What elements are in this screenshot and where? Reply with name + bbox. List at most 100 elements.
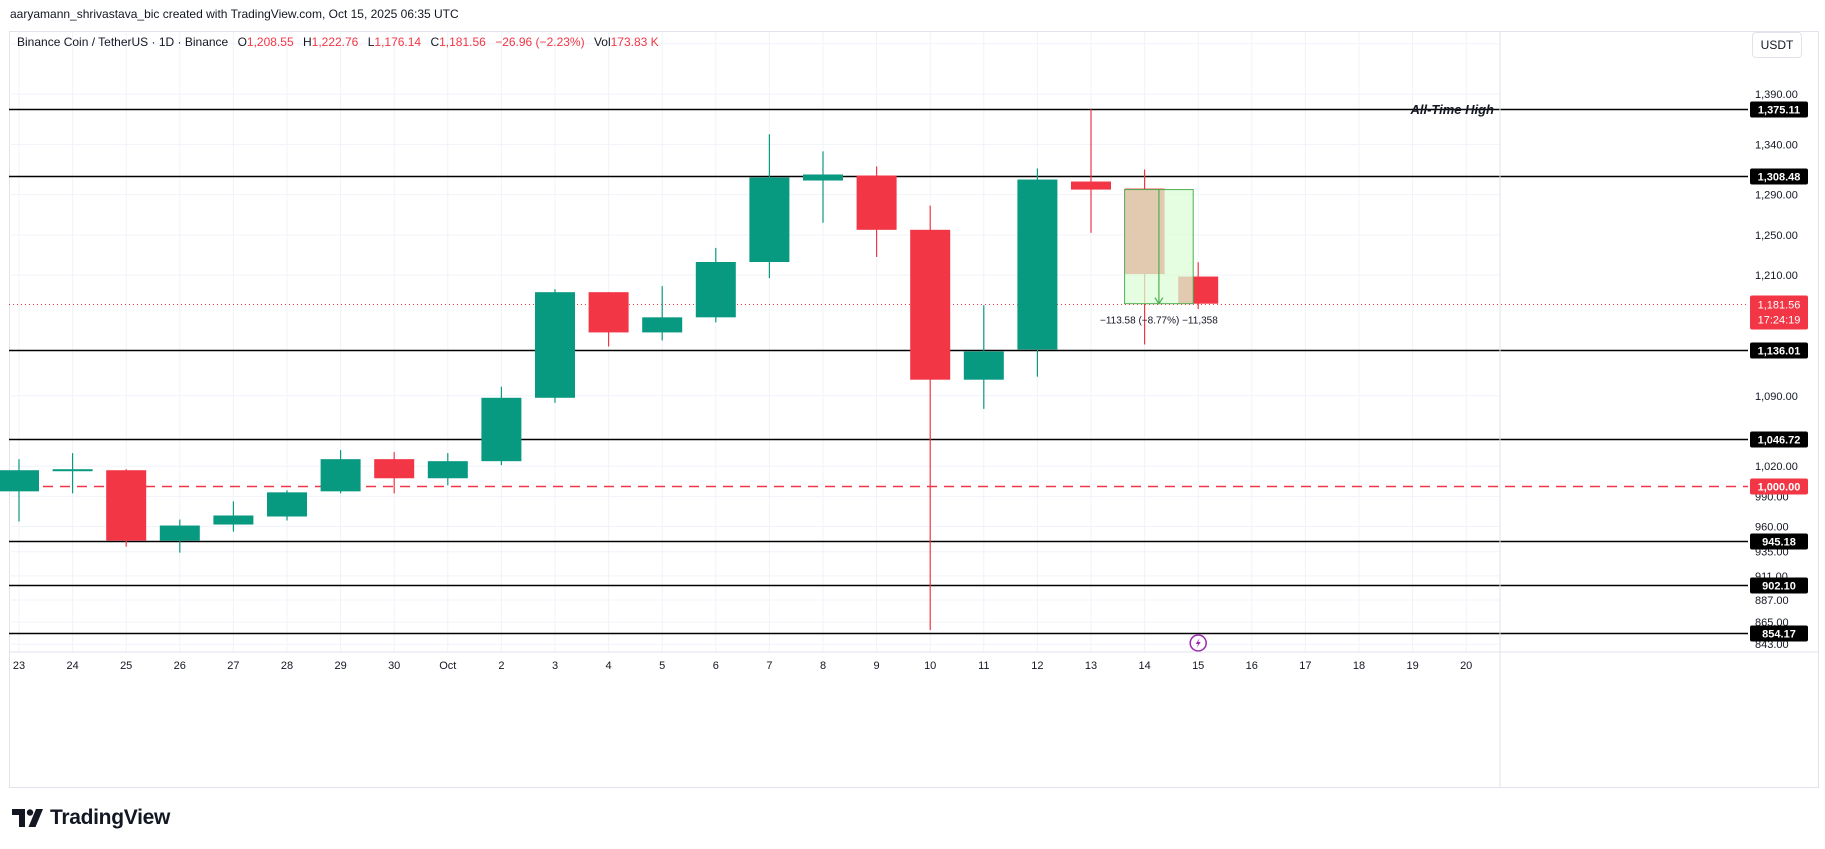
y-tick-label: 1,090.00 <box>1755 391 1798 403</box>
x-tick-label: 25 <box>120 660 132 672</box>
level-price-label: 1,308.48 <box>1758 172 1801 184</box>
candle-body <box>535 292 575 398</box>
candlestick-chart[interactable]: All-Time High−113.58 (−8.77%) −11,358 23… <box>0 0 1825 800</box>
x-tick-label: 20 <box>1460 660 1472 672</box>
level-price-label: 1,000.00 <box>1758 482 1801 494</box>
level-price-label-bg <box>1750 431 1808 448</box>
x-tick-label: 14 <box>1138 660 1150 672</box>
candle-body <box>159 525 200 541</box>
x-tick-label: 8 <box>820 660 826 672</box>
candle-body <box>588 292 629 333</box>
tradingview-logo-icon <box>12 809 43 827</box>
x-tick-label: 17 <box>1299 660 1311 672</box>
volume-label: Vol <box>593 35 611 49</box>
annotations: All-Time High −113.58 (−8.77%) −11,358 <box>1100 102 1494 652</box>
level-price-label: 902.10 <box>1762 581 1796 593</box>
x-tick-label: 18 <box>1353 660 1365 672</box>
current-price-label: 1,181.56 <box>1758 300 1801 312</box>
level-price-label-bg <box>1750 168 1808 185</box>
candle-body <box>481 397 522 462</box>
open-value: 1,208.55 <box>246 35 294 49</box>
x-tick-label: 2 <box>498 660 504 672</box>
close-label: C <box>430 35 440 49</box>
x-tick-label: 27 <box>227 660 239 672</box>
low-value: 1,176.14 <box>374 35 422 49</box>
candle-body <box>963 351 1004 380</box>
candle-body <box>52 469 93 472</box>
y-tick-label: 887.00 <box>1755 595 1789 607</box>
axes: 23 24 25 26 27 28 29 30 Oct 2 3 4 5 6 7 8 9 10 11 12 13 14 15 1… <box>9 32 1819 788</box>
candle-body <box>427 461 468 479</box>
candle-body <box>856 175 897 230</box>
high-label: H <box>302 35 312 49</box>
level-price-label: 854.17 <box>1762 629 1796 641</box>
y-tick-label: 1,340.00 <box>1755 139 1798 151</box>
level-price-label-bg <box>1750 478 1808 495</box>
candle-body <box>1017 179 1058 350</box>
level-price-label-bg <box>1750 533 1808 550</box>
candle-body <box>320 459 361 492</box>
x-tick-label: 3 <box>552 660 558 672</box>
chart-frame <box>9 31 1819 788</box>
measure-label: −113.58 (−8.77%) −11,358 <box>1100 316 1218 327</box>
low-label: L <box>367 35 375 49</box>
brand-name: TradingView <box>50 806 171 829</box>
candle-body <box>0 470 39 492</box>
x-tick-label: 10 <box>924 660 936 672</box>
y-tick-label: 935.00 <box>1755 547 1789 559</box>
open-label: O <box>237 35 247 49</box>
level-price-label-bg <box>1750 625 1808 642</box>
grid-lines <box>9 32 1500 652</box>
tradingview-brand: TradingView <box>12 806 170 830</box>
x-tick-label: 23 <box>13 660 25 672</box>
level-price-label: 1,136.01 <box>1758 346 1801 358</box>
x-tick-label: 19 <box>1406 660 1418 672</box>
level-price-label-bg <box>1750 342 1808 359</box>
y-tick-label: 1,390.00 <box>1755 89 1798 101</box>
chart-credit: aaryamann_shrivastava_bic created with T… <box>10 7 459 21</box>
candle-body <box>749 177 790 263</box>
candle-body <box>910 229 951 380</box>
x-tick-label: 26 <box>174 660 186 672</box>
x-tick-label: 11 <box>978 660 989 672</box>
x-tick-label: 29 <box>334 660 346 672</box>
volume-value: 173.83 K <box>610 35 659 49</box>
x-tick-label: 4 <box>606 660 612 672</box>
x-tick-label: 13 <box>1085 660 1097 672</box>
symbol-legend: Binance Coin / TetherUS · 1D · Binance O… <box>17 35 659 49</box>
all-time-high-label: All-Time High <box>1409 102 1494 117</box>
lightning-icon <box>1195 638 1201 648</box>
measure-arrow-head-icon <box>1154 297 1164 305</box>
x-tick-label: Oct <box>439 660 456 672</box>
x-tick-label: 24 <box>66 660 78 672</box>
change-value: −26.96 (−2.23%) <box>495 35 585 49</box>
level-price-label-bg <box>1750 101 1808 118</box>
candle-body <box>642 317 683 333</box>
candle-body <box>695 262 736 318</box>
candle-body <box>106 470 147 541</box>
countdown-label: 17:24:19 <box>1758 315 1801 327</box>
x-tick-label: 6 <box>713 660 719 672</box>
x-tick-label: 9 <box>874 660 880 672</box>
x-tick-label: 16 <box>1246 660 1258 672</box>
candle-body <box>213 515 254 525</box>
y-tick-label: 960.00 <box>1755 522 1789 534</box>
x-tick-label: 5 <box>659 660 665 672</box>
x-tick-label: 28 <box>281 660 293 672</box>
y-tick-label: 1,210.00 <box>1755 270 1798 282</box>
candle-body <box>1071 181 1111 190</box>
y-tick-label: 843.00 <box>1755 639 1789 651</box>
x-tick-label: 15 <box>1192 660 1204 672</box>
level-price-label-bg <box>1750 577 1808 594</box>
x-tick-label: 12 <box>1031 660 1043 672</box>
x-tick-label: 30 <box>388 660 400 672</box>
currency-button[interactable]: USDT <box>1752 32 1802 58</box>
level-price-label: 1,046.72 <box>1758 435 1801 447</box>
y-tick-label: 1,250.00 <box>1755 230 1798 242</box>
level-price-label: 1,375.11 <box>1758 105 1800 117</box>
x-tick-label: 7 <box>766 660 772 672</box>
symbol-name: Binance Coin / TetherUS · 1D · Binance <box>17 35 229 49</box>
candle-body <box>803 174 843 181</box>
candle-body <box>267 492 307 517</box>
y-tick-label: 1,020.00 <box>1755 461 1798 473</box>
